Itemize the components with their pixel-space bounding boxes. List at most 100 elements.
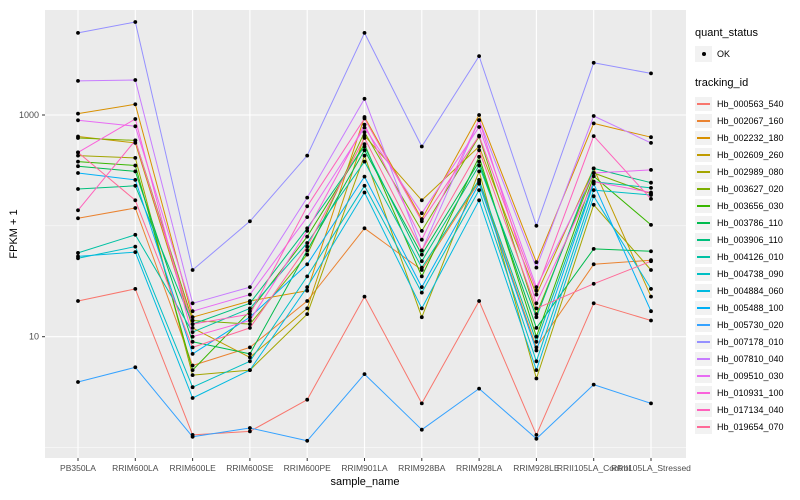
legend-key xyxy=(695,130,712,145)
data-point xyxy=(305,306,310,311)
data-point xyxy=(534,345,539,350)
x-tick-label: RRIM928BA xyxy=(398,463,446,473)
data-point xyxy=(248,345,252,350)
legend-item-label: Hb_019654_070 xyxy=(717,421,784,432)
legend-item: Hb_004884_060 xyxy=(695,282,799,299)
data-point xyxy=(190,339,195,344)
data-point xyxy=(190,334,195,339)
data-point xyxy=(190,368,195,372)
data-point xyxy=(362,136,367,140)
data-point xyxy=(649,186,653,190)
data-point xyxy=(419,211,424,216)
data-point xyxy=(649,135,653,140)
legend-key xyxy=(695,113,712,128)
data-point xyxy=(76,299,80,303)
line-swatch-icon xyxy=(697,306,710,309)
legend-item-label: Hb_002067_160 xyxy=(717,115,784,126)
data-point xyxy=(591,188,596,193)
line-swatch-icon xyxy=(697,187,710,190)
data-point xyxy=(362,183,367,188)
data-point xyxy=(534,348,539,353)
data-point xyxy=(248,219,252,224)
data-point xyxy=(534,334,539,339)
data-point xyxy=(305,262,310,267)
y-tick-label: 1000 xyxy=(19,110,39,120)
legend-item: Hb_017134_040 xyxy=(695,401,799,418)
legend-item: Hb_009510_030 xyxy=(695,367,799,384)
data-point xyxy=(477,144,481,149)
data-point xyxy=(362,226,367,231)
legend-item: Hb_003656_030 xyxy=(695,197,799,214)
legend-key xyxy=(695,385,712,400)
data-point xyxy=(477,169,481,174)
line-swatch-icon xyxy=(697,119,710,122)
legend-item-label: Hb_003627_020 xyxy=(717,183,784,194)
data-point xyxy=(649,168,653,172)
data-point xyxy=(305,299,310,303)
data-point xyxy=(305,274,310,279)
data-point xyxy=(649,190,653,195)
data-point xyxy=(477,54,481,58)
data-point xyxy=(477,113,481,117)
data-point xyxy=(76,118,80,123)
legend-item: Hb_002989_080 xyxy=(695,163,799,180)
data-point xyxy=(76,171,80,175)
data-point xyxy=(534,359,539,364)
data-point xyxy=(477,154,481,159)
data-point xyxy=(190,326,195,330)
legend-key xyxy=(695,334,712,349)
data-point xyxy=(248,429,252,434)
data-point xyxy=(248,312,252,316)
data-point xyxy=(591,247,596,251)
data-point xyxy=(248,309,252,314)
data-point xyxy=(477,299,481,303)
data-point xyxy=(591,301,596,306)
data-point xyxy=(534,315,539,320)
legend-tracking-items: Hb_000563_540 Hb_002067_160 Hb_002232_180 H… xyxy=(695,95,799,435)
data-point xyxy=(419,259,424,264)
data-point xyxy=(76,153,80,158)
x-tick-label: RRII105LA_Stressed xyxy=(611,463,691,473)
data-point xyxy=(248,368,252,372)
legend-item: Hb_005730_020 xyxy=(695,316,799,333)
line-swatch-icon xyxy=(697,102,710,105)
data-point xyxy=(419,290,424,295)
data-point xyxy=(248,322,252,326)
data-point xyxy=(362,294,367,299)
data-point xyxy=(76,208,80,213)
legend-item-label: Hb_004738_090 xyxy=(717,268,784,279)
data-point xyxy=(362,153,367,158)
legend-key xyxy=(695,232,712,247)
data-point xyxy=(305,195,310,200)
data-point xyxy=(190,322,195,326)
legend-item: Hb_019654_070 xyxy=(695,418,799,435)
legend-key xyxy=(695,266,712,281)
data-point xyxy=(534,306,539,311)
data-point xyxy=(190,373,195,377)
data-point xyxy=(133,156,138,160)
data-point xyxy=(305,244,310,249)
data-point xyxy=(190,352,195,356)
data-point xyxy=(362,148,367,153)
data-point xyxy=(248,292,252,297)
data-point xyxy=(190,434,195,439)
line-swatch-icon xyxy=(697,170,710,173)
legend-item-label: Hb_002232_180 xyxy=(717,132,784,143)
data-point xyxy=(649,287,653,291)
legend-item: Hb_003786_110 xyxy=(695,214,799,231)
data-point xyxy=(649,309,653,314)
data-point xyxy=(190,309,195,314)
point-icon xyxy=(701,52,706,56)
data-point xyxy=(362,144,367,149)
legend-item: Hb_005488_100 xyxy=(695,299,799,316)
legend-item: Hb_004738_090 xyxy=(695,265,799,282)
data-point xyxy=(133,20,138,24)
data-point xyxy=(534,368,539,372)
legend-item: Hb_007810_040 xyxy=(695,350,799,367)
data-point xyxy=(190,268,195,272)
data-point xyxy=(248,318,252,323)
line-swatch-icon xyxy=(697,238,710,241)
data-point xyxy=(133,138,138,143)
